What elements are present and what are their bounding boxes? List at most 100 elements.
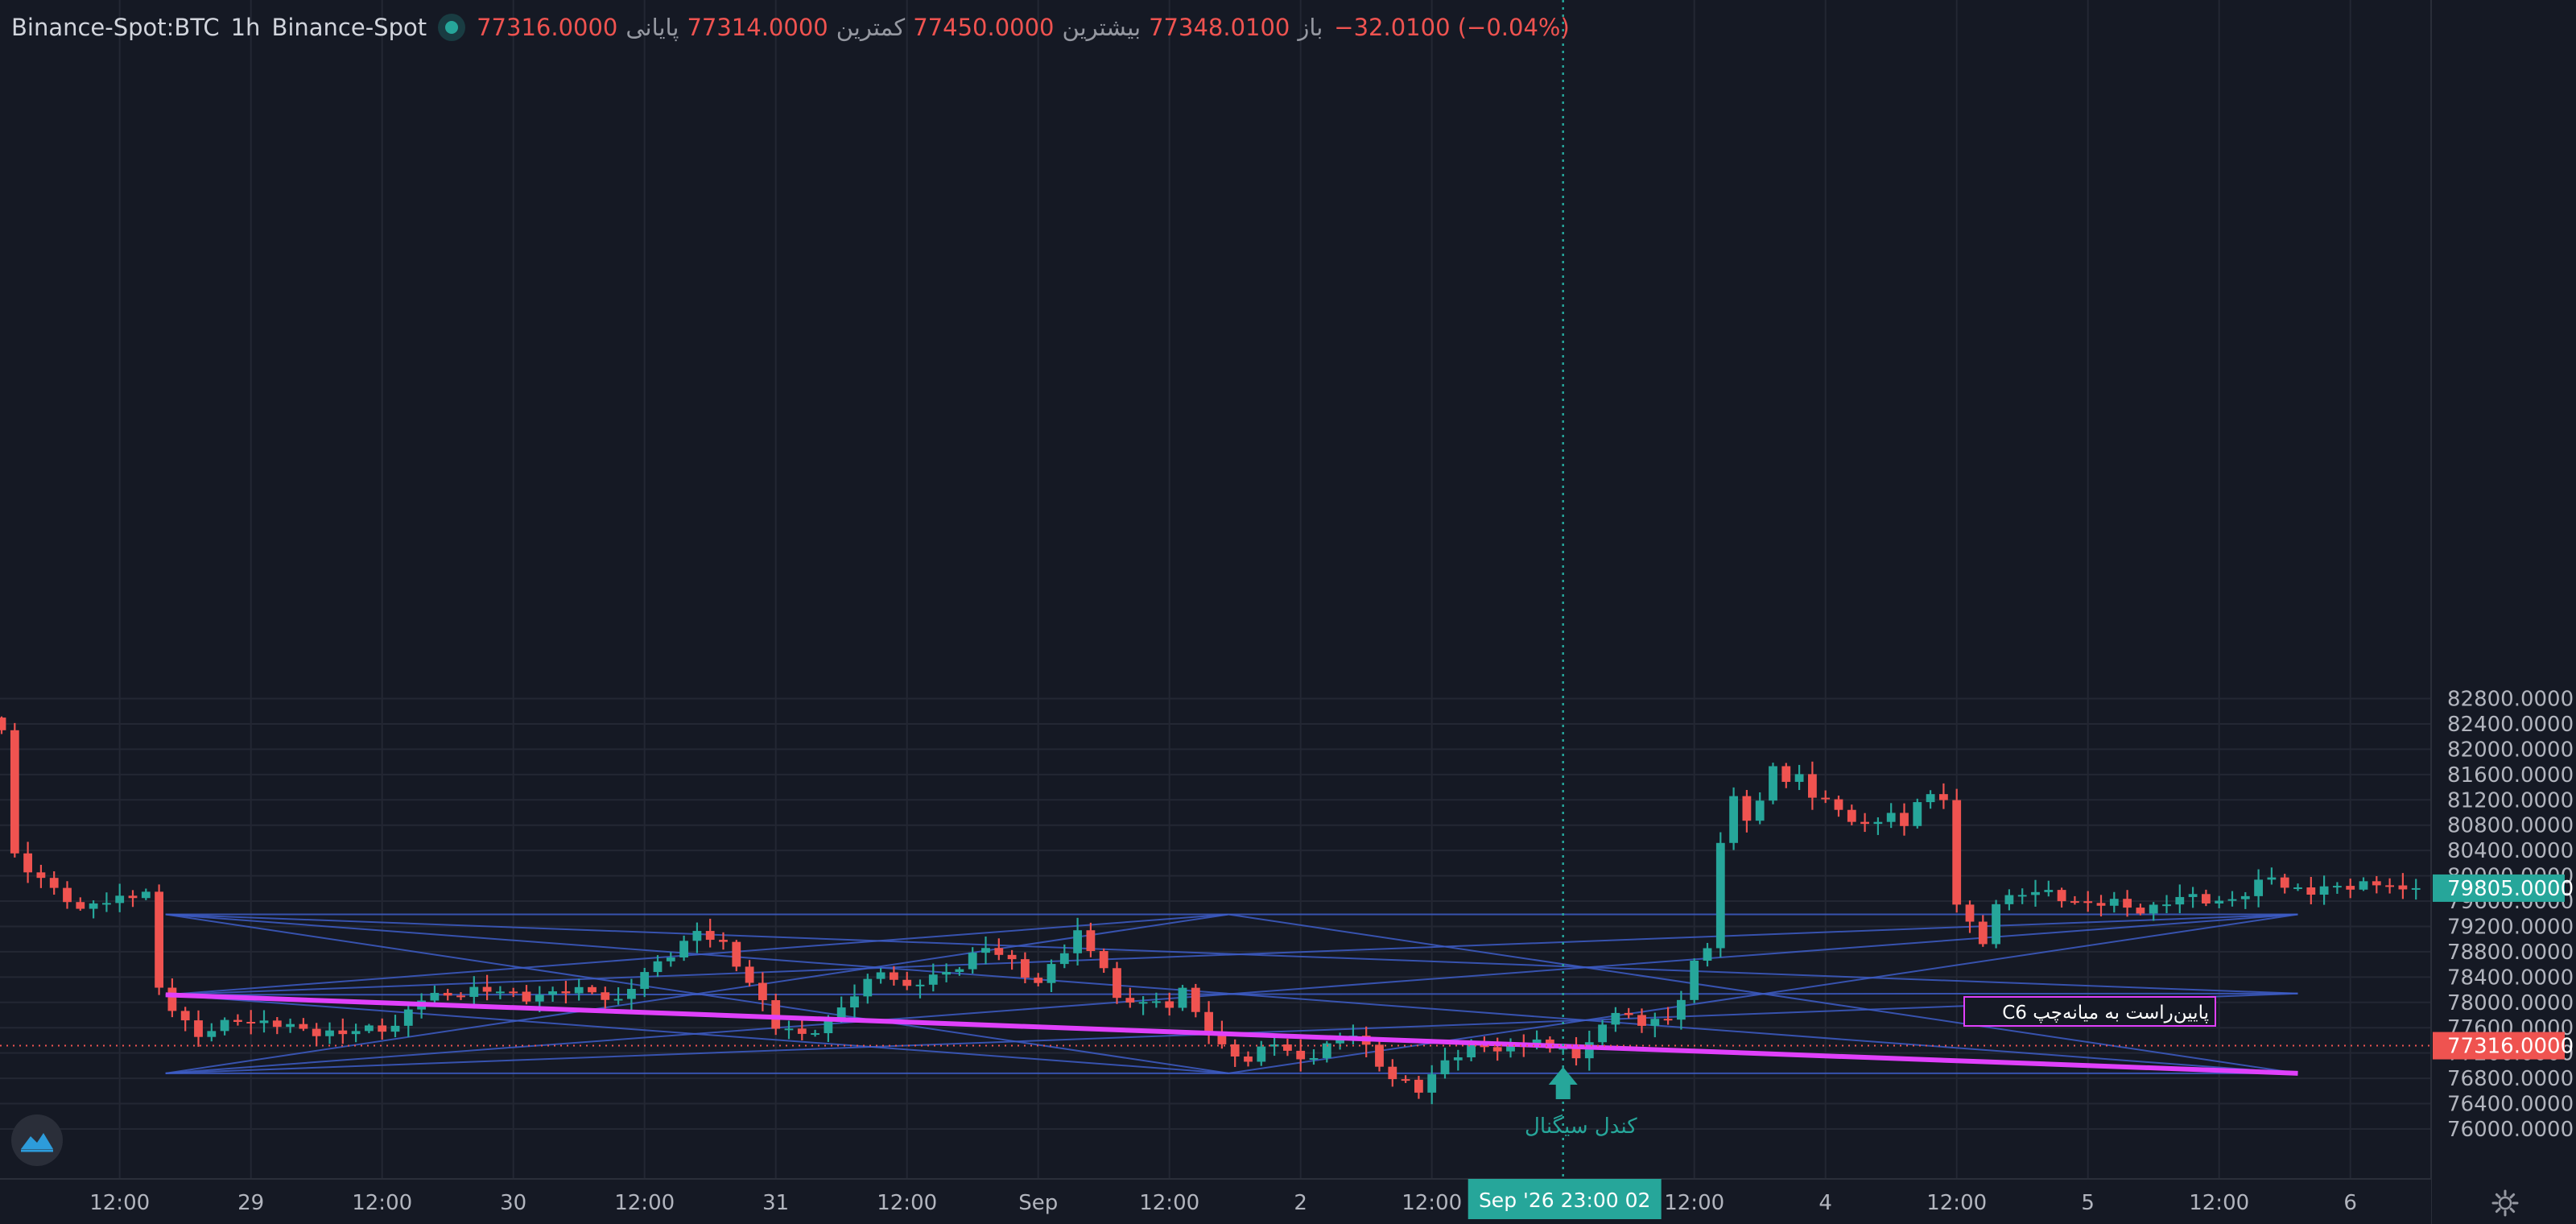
candle-80 (1046, 959, 1056, 992)
exchange-label: Binance-Spot (271, 14, 427, 41)
candle-53 (692, 922, 702, 953)
x-tick-label-12: 4 (1818, 1191, 1832, 1215)
candle-156 (2044, 880, 2054, 897)
x-tick-label-15: 12:00 (2189, 1191, 2249, 1215)
candle-71 (928, 963, 938, 992)
candle-174 (2280, 874, 2289, 894)
candle-48 (627, 978, 636, 1011)
candle-40 (522, 985, 531, 1005)
candle-11 (141, 888, 151, 900)
candle-35 (456, 992, 465, 1000)
candle-145 (1900, 803, 1909, 836)
candle-162 (2123, 890, 2132, 917)
y-tick-label-2: 76800.0000 (2447, 1067, 2574, 1091)
x-tick-label-7: Sep (1018, 1191, 1058, 1215)
change-value: −32.0100 (−0.04%) (1334, 14, 1570, 41)
candle-167 (2188, 887, 2198, 908)
candle-111 (1453, 1049, 1463, 1071)
candle-97 (1269, 1037, 1279, 1057)
candle-88 (1152, 992, 1161, 1008)
pattern-label: C6 پایین‌راست به میانه‌چپ (2002, 1003, 2209, 1023)
logo-icon[interactable] (11, 1114, 63, 1166)
candle-50 (653, 955, 663, 977)
candle-181 (2372, 875, 2381, 894)
candle-56 (732, 940, 741, 972)
candle-54 (705, 918, 715, 948)
candle-61 (797, 1020, 807, 1040)
y-tick-label-13: 81200.0000 (2447, 788, 2574, 813)
candle-26 (338, 1018, 348, 1044)
close-label: پایانی (625, 14, 679, 41)
candle-160 (2096, 895, 2106, 917)
candle-31 (403, 1002, 413, 1038)
ohlc-values: باز 77348.0100 بیشترین 77450.0000 کمترین… (477, 14, 1323, 41)
candle-39 (509, 987, 518, 998)
candle-60 (784, 1020, 794, 1040)
candle-81 (1059, 944, 1069, 969)
candle-108 (1414, 1076, 1423, 1099)
open-value: 77348.0100 (1149, 14, 1290, 41)
open-label: باز (1298, 14, 1323, 41)
candle-75 (981, 937, 990, 965)
candle-96 (1257, 1040, 1266, 1066)
candle-86 (1125, 987, 1135, 1008)
candle-182 (2385, 878, 2394, 894)
y-tick-label-5: 78000.0000 (2447, 991, 2574, 1015)
candle-20 (259, 1010, 269, 1033)
candle-120 (1571, 1036, 1581, 1066)
candle-79 (1034, 973, 1043, 986)
last-price-badge (2433, 874, 2565, 902)
x-tick-label-6: 12:00 (877, 1191, 937, 1215)
candle-170 (2227, 891, 2237, 907)
candle-165 (2162, 895, 2171, 914)
candle-51 (666, 952, 675, 967)
candle-42 (548, 986, 557, 1003)
candle-157 (2057, 887, 2066, 908)
candle-179 (2346, 879, 2355, 899)
candle-38 (496, 986, 505, 999)
candle-69 (902, 971, 912, 990)
candle-159 (2083, 891, 2093, 912)
x-tick-label-9: 2 (1294, 1191, 1307, 1215)
candle-59 (771, 994, 781, 1036)
pattern-line-8 (165, 913, 2298, 994)
symbol-name[interactable]: Binance-Spot:BTC (11, 14, 220, 41)
candle-95 (1244, 1051, 1253, 1067)
candle-177 (2319, 875, 2329, 905)
x-tick-label-5: 31 (762, 1191, 789, 1215)
candle-52 (679, 935, 688, 961)
candle-136 (1781, 763, 1791, 788)
candle-180 (2359, 877, 2368, 891)
interval-label[interactable]: 1h (230, 14, 261, 41)
crosshair-time-badge (1468, 1179, 1662, 1219)
candle-85 (1113, 961, 1121, 1004)
candle-142 (1860, 813, 1869, 833)
candle-37 (482, 974, 492, 1001)
candle-87 (1138, 996, 1148, 1015)
candle-67 (876, 968, 886, 984)
candle-92 (1204, 1001, 1213, 1044)
candle-110 (1440, 1048, 1450, 1079)
candle-34 (443, 989, 452, 1001)
y-tick-label-12: 80800.0000 (2447, 814, 2574, 838)
crosshair-price-label: 77316.0000 (2447, 1035, 2574, 1059)
candle-166 (2175, 884, 2185, 914)
candle-129 (1690, 958, 1699, 1003)
candle-178 (2333, 882, 2342, 894)
candle-45 (588, 985, 597, 994)
candle-126 (1650, 1012, 1660, 1038)
candle-158 (2070, 895, 2079, 905)
candle-163 (2136, 904, 2145, 916)
candle-68 (890, 966, 898, 986)
candle-122 (1598, 1019, 1607, 1046)
low-value: 77314.0000 (687, 14, 828, 41)
candle-172 (2254, 869, 2263, 908)
candle-139 (1821, 790, 1831, 804)
x-tick-label-11: 12:00 (1664, 1191, 1724, 1215)
gear-icon[interactable] (2489, 1187, 2521, 1219)
low-label: کمترین (836, 14, 906, 41)
candle-106 (1388, 1059, 1397, 1087)
candle-58 (758, 972, 767, 1011)
